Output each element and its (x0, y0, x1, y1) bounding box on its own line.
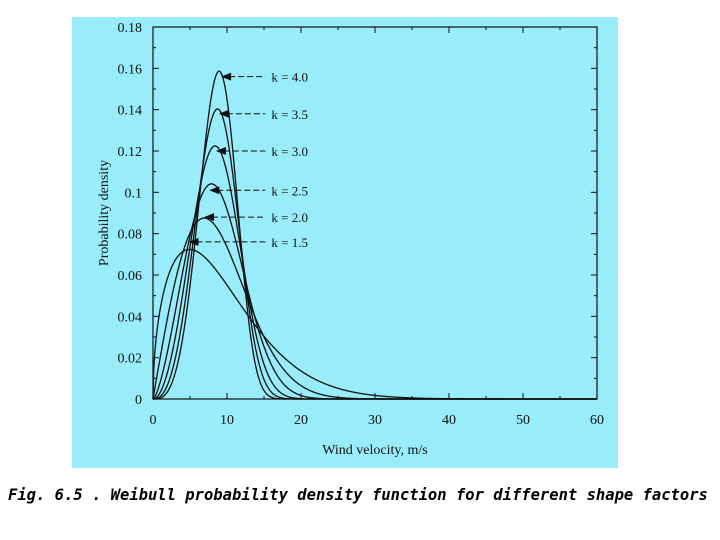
y-tick-label: 0.18 (118, 21, 143, 36)
y-tick-label: 0.06 (118, 269, 143, 284)
y-tick-label: 0.16 (118, 62, 143, 77)
annotation-label: k = 2.0 (271, 210, 308, 225)
annotation-label: k = 1.5 (271, 235, 308, 250)
y-tick-label: 0 (135, 393, 142, 408)
annotation-arrowhead (204, 213, 215, 222)
y-tick-label: 0.02 (118, 352, 143, 367)
x-tick-label: 40 (442, 413, 456, 428)
plot-frame (152, 26, 598, 400)
annotation-arrowhead (188, 237, 199, 246)
series-line-40 (153, 70, 597, 400)
annotation-label: k = 3.0 (271, 144, 308, 159)
series-line-35 (152, 108, 597, 400)
x-tick-label: 30 (368, 413, 382, 428)
x-tick-label: 50 (516, 413, 530, 428)
y-tick-label: 0.12 (118, 145, 143, 160)
x-tick-label: 10 (220, 413, 234, 428)
x-axis-title: Wind velocity, m/s (322, 443, 427, 458)
y-tick-label: 0.1 (125, 186, 143, 201)
series-line-15 (152, 248, 597, 400)
y-tick-label: 0.14 (118, 104, 143, 119)
annotation-arrowhead (209, 186, 220, 195)
x-tick-label: 0 (150, 413, 157, 428)
annotation-label: k = 4.0 (271, 70, 308, 85)
annotation-arrowhead (215, 147, 226, 155)
series-line-25 (152, 183, 597, 400)
annotation-arrowhead (221, 72, 232, 81)
y-tick-label: 0.04 (118, 310, 143, 325)
annotation-label: k = 2.5 (271, 183, 308, 198)
x-tick-label: 20 (294, 413, 308, 428)
annotation-arrowhead (218, 109, 229, 118)
chart-panel: 0 0.02 0.04 0.06 0.08 0.1 0.12 0.14 0.16 0.18 0 10… (72, 17, 618, 468)
series-line-30 (152, 145, 597, 400)
series-line-20 (152, 217, 597, 400)
x-tick-label: 60 (590, 413, 604, 428)
figure-caption: Fig. 6.5 . Weibull probability density f… (8, 486, 708, 504)
y-axis-title: Probability density (97, 160, 112, 266)
annotation-label: k = 3.5 (271, 107, 308, 122)
y-tick-label: 0.08 (118, 228, 143, 243)
weibull-chart: 0 0.02 0.04 0.06 0.08 0.1 0.12 0.14 0.16 0.18 0 10… (97, 21, 604, 458)
